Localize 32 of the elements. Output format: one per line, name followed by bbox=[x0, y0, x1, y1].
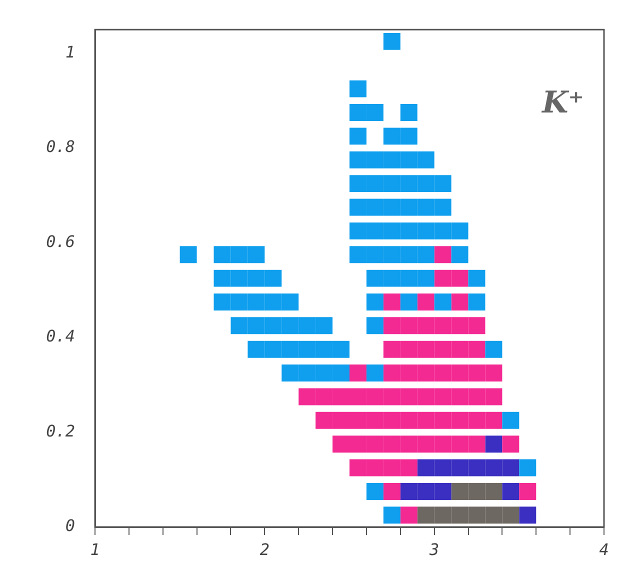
x-tick-label: 1 bbox=[90, 540, 100, 559]
point bbox=[434, 459, 452, 476]
point bbox=[468, 459, 486, 476]
point bbox=[451, 459, 468, 476]
y-tick-label: 0 bbox=[65, 516, 75, 536]
y-tick-label: 0.8 bbox=[46, 137, 75, 156]
point bbox=[417, 506, 434, 524]
x-tick-label: 2 bbox=[260, 540, 270, 559]
point bbox=[451, 506, 468, 524]
point bbox=[400, 482, 418, 500]
point bbox=[451, 482, 468, 500]
y-tick-label: 0.4 bbox=[46, 326, 75, 346]
point bbox=[434, 482, 452, 500]
point bbox=[485, 436, 502, 453]
point bbox=[468, 482, 486, 500]
point bbox=[519, 506, 536, 524]
point bbox=[485, 482, 502, 500]
annotation: K⁺ bbox=[541, 85, 584, 120]
point bbox=[485, 506, 502, 524]
y-tick-label: 1 bbox=[65, 42, 75, 62]
point bbox=[485, 459, 502, 476]
y-tick-label: 0.6 bbox=[46, 232, 75, 251]
y-tick-label: 0.2 bbox=[46, 421, 75, 440]
point bbox=[434, 506, 452, 524]
point bbox=[502, 482, 520, 500]
point bbox=[417, 459, 434, 476]
point bbox=[468, 506, 486, 524]
point bbox=[417, 482, 434, 500]
point bbox=[502, 459, 520, 476]
point bbox=[502, 506, 520, 524]
x-tick-label: 4 bbox=[599, 540, 609, 559]
x-tick-label: 3 bbox=[428, 540, 440, 559]
